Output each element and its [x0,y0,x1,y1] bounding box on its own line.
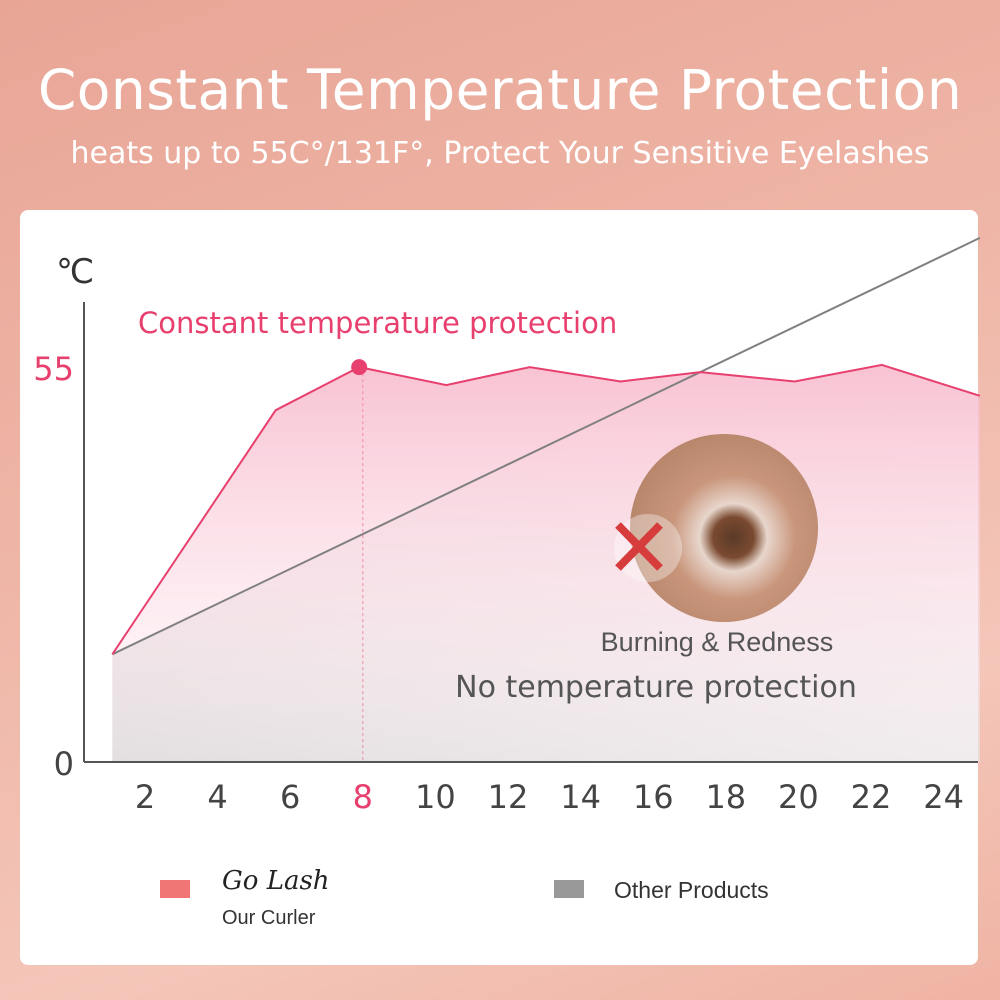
x-tick-label: 18 [705,778,746,816]
x-tick-label: 2 [135,778,155,816]
legend-label-our-curler: Our Curler [222,907,316,929]
x-tick-label: 10 [415,778,456,816]
page-subtitle: heats up to 55C°/131F°, Protect Your Sen… [70,136,930,171]
chart-annotation: Constant temperature protection [138,306,617,340]
callout-text: No temperature protection [455,670,857,705]
x-tick-label: 12 [488,778,529,816]
x-tick-label: 8 [353,778,373,816]
eye-image [630,434,818,622]
x-tick-label: 6 [280,778,300,816]
legend-label-other-products: Other Products [614,877,769,903]
page-title: Constant Temperature Protection [37,58,963,122]
red-x-icon [615,522,663,571]
callout-caption: Burning & Redness [601,627,834,657]
eye-photo [614,434,818,622]
x-tick-label: 22 [851,778,892,816]
x-tick-label: 4 [207,778,227,816]
legend-swatch-our-curler [160,880,190,898]
y-tick-0: 0 [54,745,74,783]
peak-point [351,359,368,376]
other-products-line [111,236,981,656]
y-axis-unit: ℃ [56,252,94,292]
x-tick-label: 16 [633,778,674,816]
brand-logo: Go Lash [222,866,330,896]
x-tick-label: 20 [778,778,819,816]
our-curler-line [111,363,981,655]
x-tick-label: 24 [923,778,964,816]
legend-swatch-other-products [554,880,584,898]
x-tick-label: 14 [560,778,601,816]
y-tick-55: 55 [33,350,74,388]
